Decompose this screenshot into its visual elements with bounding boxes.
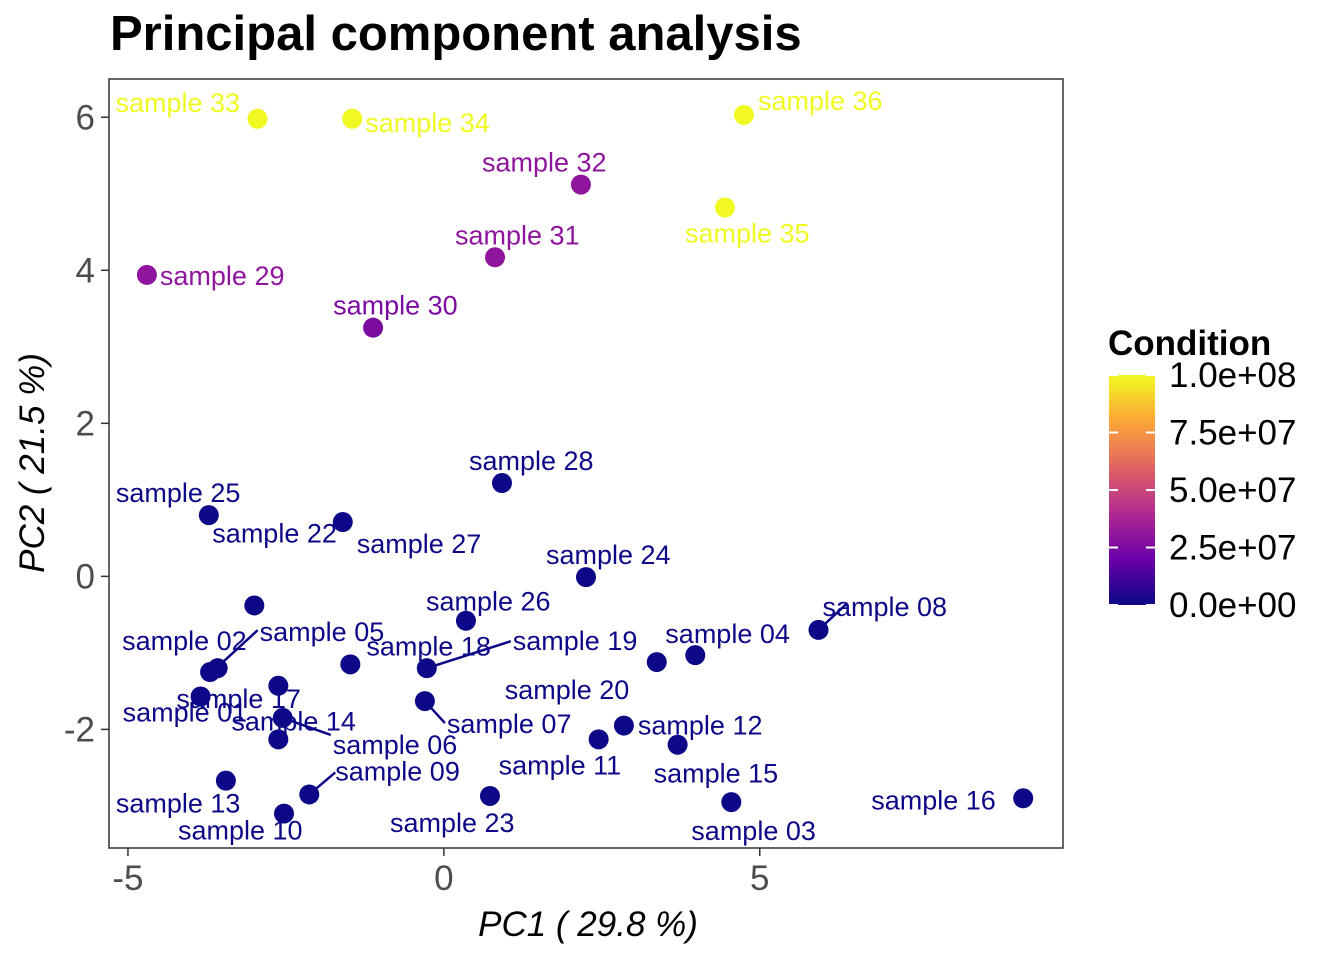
data-point	[332, 512, 353, 533]
label-connector	[426, 639, 512, 670]
point-label: sample 36	[758, 86, 883, 116]
data-point	[588, 729, 609, 750]
point-label: sample 04	[665, 619, 790, 649]
legend-title: Condition	[1108, 324, 1271, 363]
data-point	[455, 610, 476, 631]
y-axis: -2 0 2 4 6	[64, 98, 109, 749]
point-label: sample 01	[123, 697, 248, 727]
plot-panel-border	[108, 78, 1064, 849]
y-tick-label: -2	[64, 710, 95, 749]
point-label: sample 09	[335, 756, 460, 786]
data-point	[685, 645, 706, 666]
point-label: sample 15	[654, 759, 779, 789]
legend-tick-label: 7.5e+07	[1169, 414, 1297, 453]
data-point	[268, 675, 289, 696]
data-point	[207, 658, 228, 679]
x-axis-label: PC1 ( 29.8 %)	[478, 905, 698, 944]
legend-tick-label: 2.5e+07	[1169, 529, 1297, 568]
point-label: sample 02	[122, 626, 247, 656]
point-label: sample 08	[822, 592, 947, 622]
data-point	[570, 174, 591, 195]
point-label: sample 10	[178, 816, 303, 846]
data-point	[414, 691, 435, 712]
data-point	[247, 108, 268, 129]
point-label: sample 23	[390, 808, 515, 838]
point-label: sample 07	[447, 709, 572, 739]
data-point	[479, 785, 500, 806]
y-axis-label: PC2 ( 21.5 %)	[13, 353, 52, 573]
chart-title: Principal component analysis	[110, 7, 802, 61]
data-point	[491, 473, 512, 494]
point-label: sample 20	[505, 675, 630, 705]
data-point	[272, 707, 293, 728]
label-connectors	[220, 603, 848, 796]
y-tick-label: 2	[76, 404, 95, 443]
y-tick-label: 0	[76, 557, 95, 596]
point-label: sample 33	[115, 88, 240, 118]
point-label: sample 19	[513, 626, 638, 656]
data-points	[136, 104, 1034, 824]
point-label: sample 05	[260, 617, 385, 647]
data-point	[274, 803, 295, 824]
point-label: sample 29	[160, 261, 285, 291]
point-label: sample 30	[333, 291, 458, 321]
data-point	[485, 247, 506, 268]
data-point	[808, 619, 829, 640]
point-label: sample 31	[455, 220, 580, 250]
point-label: sample 03	[691, 816, 816, 846]
point-label: sample 25	[116, 478, 241, 508]
data-point	[198, 505, 219, 526]
point-label: sample 24	[546, 540, 671, 570]
legend-tick-label: 5.0e+07	[1169, 471, 1297, 510]
point-label: sample 16	[871, 785, 996, 815]
point-label: sample 22	[212, 518, 337, 548]
data-point	[714, 197, 735, 218]
data-point	[721, 792, 742, 813]
point-label: sample 35	[685, 219, 810, 249]
x-tick-label: -5	[112, 859, 143, 898]
point-label: sample 34	[365, 108, 490, 138]
data-point	[190, 686, 211, 707]
point-label: sample 32	[482, 148, 607, 178]
point-label: sample 18	[366, 631, 491, 661]
data-point	[576, 567, 596, 588]
point-label: sample 06	[333, 730, 458, 760]
point-label: sample 17	[176, 684, 301, 714]
y-tick-label: 6	[76, 98, 95, 137]
point-label: sample 12	[638, 711, 763, 741]
point-labels: sample 01 sample 02 sample 03 sample 04 samp…	[115, 86, 995, 846]
data-point	[613, 715, 634, 736]
point-label: sample 14	[231, 706, 356, 736]
point-label: sample 26	[426, 587, 551, 617]
x-tick-label: 0	[434, 859, 453, 898]
point-label: sample 13	[116, 789, 241, 819]
data-point	[299, 784, 320, 805]
data-point	[340, 654, 361, 675]
condition-legend: Condition 0.0e+00 2.5e+07 5.0e+07 7.5e+07 1.…	[1108, 324, 1297, 625]
data-point	[215, 770, 236, 791]
data-point	[268, 729, 289, 750]
data-point	[1013, 788, 1034, 809]
y-tick-label: 4	[76, 251, 95, 290]
data-point	[136, 264, 157, 285]
data-point	[733, 104, 754, 125]
x-axis: -5 0 5	[112, 848, 769, 898]
data-point	[667, 734, 688, 755]
legend-ticks: 0.0e+00 2.5e+07 5.0e+07 7.5e+07 1.0e+08	[1109, 356, 1297, 625]
legend-tick-label: 0.0e+00	[1169, 586, 1297, 625]
point-label: sample 11	[499, 750, 622, 780]
data-point	[363, 317, 384, 338]
legend-tick-label: 1.0e+08	[1169, 356, 1297, 395]
point-label: sample 28	[469, 446, 594, 476]
data-point	[342, 108, 363, 129]
data-point	[646, 652, 667, 673]
point-label: sample 27	[357, 529, 482, 559]
data-point	[416, 658, 437, 679]
data-point	[244, 595, 265, 616]
x-tick-label: 5	[750, 859, 769, 898]
label-connector	[220, 629, 259, 665]
